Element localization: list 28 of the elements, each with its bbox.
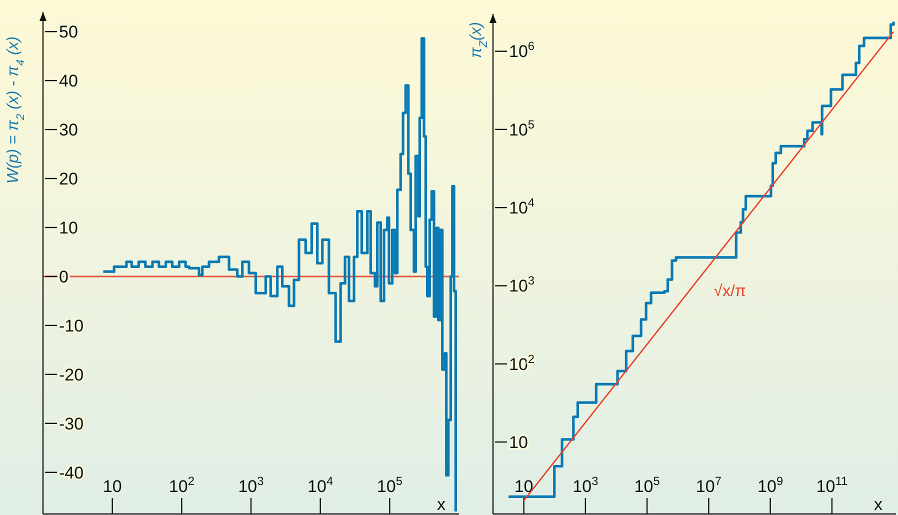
x-tick-label: 10 [102,477,122,496]
y-tick-label: 30 [59,120,78,140]
x-tick-label: 10$^{5}$ [376,474,403,496]
y-tick-label: 10$^{2}$ [509,352,535,374]
x-tick-label: 10$^{4}$ [308,474,334,496]
x-axis-title: x [874,495,883,514]
y-tick-label: 40 [59,72,78,91]
y-tick-label: -20 [59,365,84,384]
y-tick-label: 10$^{6}$ [509,39,535,62]
x-tick-label: 10$^{2}$ [168,474,195,496]
series-label: √x/π [714,283,746,300]
x-tick-label: 10$^{5}$ [634,474,660,496]
x-tick-label: 10$^{7}$ [696,474,722,496]
y-tick-label: 10$^{5}$ [509,117,535,140]
y-tick-label: 10$^{3}$ [509,274,535,296]
y-tick-label: 10 [509,432,528,452]
y-tick-label: -10 [59,316,84,336]
y-tick-label: -40 [59,463,84,482]
y-tick-label: 10$^{4}$ [509,196,535,218]
x-tick-label: 10$^{3}$ [572,474,599,496]
y-tick-label: 10 [59,218,78,238]
x-tick-label: 10$^{9}$ [758,474,784,496]
y-tick-label: 50 [59,22,78,42]
x-tick-label: 10$^{11}$ [816,474,848,496]
x-tick-label: 10$^{3}$ [238,474,264,496]
y-tick-label: 20 [59,169,78,188]
x-axis-title: x [437,495,446,514]
y-tick-label: -30 [59,414,84,434]
